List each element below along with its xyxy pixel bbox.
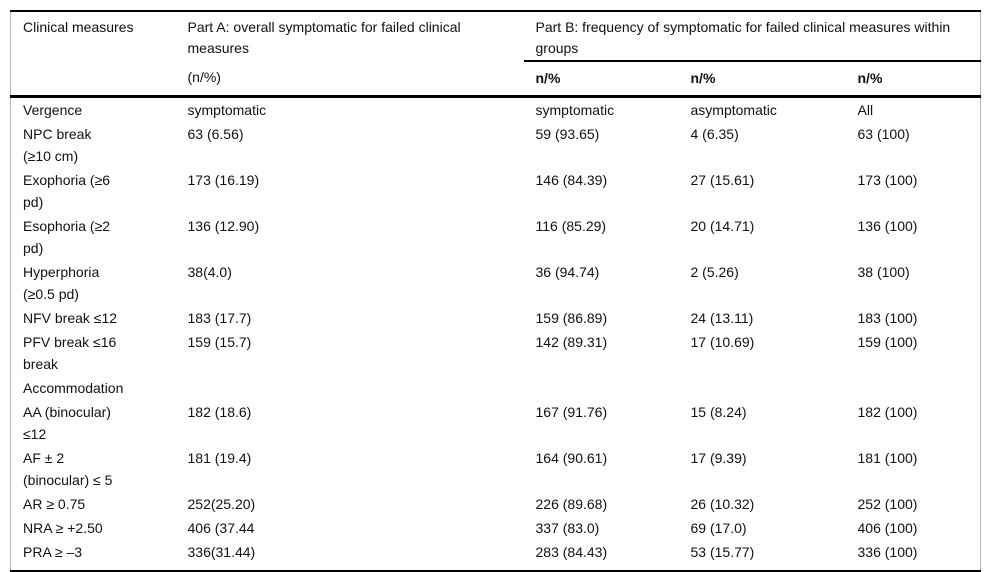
part-b-symptomatic-cell: symptomatic [535,102,615,118]
part-b-subheader-asymptomatic: n/% [678,61,846,98]
part-b-asymptomatic-cell: 17 (9.39) [690,450,747,466]
clinical-measures-table-container: Clinical measures Part A: overall sympto… [10,10,981,572]
table-row-aa-binocular: AA (binocular) ≤12 182 (18.6) 167 (91.76… [11,400,981,446]
part-b-symptomatic-cell: 142 (89.31) [535,334,608,350]
part-b-symptomatic-cell: 226 (89.68) [535,496,608,512]
part-a-value-cell: 336(31.44) [187,544,256,560]
part-b-asymptomatic-cell: 24 (13.11) [690,310,754,326]
part-b-all-cell: 336 (100) [857,544,918,560]
measure-cell: AF ± 2 (binocular) ≤ 5 [23,450,113,488]
part-b-asymptomatic-cell: 53 (15.77) [690,544,755,560]
part-b-symptomatic-cell: 146 (84.39) [535,172,608,188]
part-b-all-cell: 182 (100) [857,404,918,420]
measure-cell: Esophoria (≥2 pd) [23,218,111,256]
table-row-esophoria: Esophoria (≥2 pd) 136 (12.90) 116 (85.29… [11,214,981,260]
part-b-asymptomatic-cell: 26 (10.32) [690,496,755,512]
measure-cell: Vergence [23,102,83,118]
part-b-all-cell: 252 (100) [857,496,918,512]
part-b-all-cell: 406 (100) [857,520,918,536]
table-row-exophoria: Exophoria (≥6 pd) 173 (16.19) 146 (84.39… [11,168,981,214]
part-b-asymptomatic-cell: 69 (17.0) [690,520,747,536]
header-sub-row: (n/%) n/% n/% n/% [11,61,981,98]
part-b-symptomatic-cell: 167 (91.76) [535,404,608,420]
part-b-asymptomatic-cell: 27 (15.61) [690,172,755,188]
part-b-asymptomatic-cell: 17 (10.69) [690,334,755,350]
part-b-header: Part B: frequency of symptomatic for fai… [523,11,981,62]
part-b-asymptomatic-cell: asymptomatic [690,102,777,118]
table-row-ar: AR ≥ 0.75 252(25.20) 226 (89.68) 26 (10.… [11,492,981,516]
part-b-all-cell: 183 (100) [857,310,918,326]
part-b-all-cell: 181 (100) [857,450,918,466]
part-a-header: Part A: overall symptomatic for failed c… [187,19,461,56]
part-b-all-cell [846,376,981,400]
part-b-symptomatic-cell: 283 (84.43) [535,544,608,560]
table-row-vergence: Vergence symptomatic symptomatic asympto… [11,97,981,123]
part-a-value-cell: 181 (19.4) [187,450,252,466]
header-group-row: Clinical measures Part A: overall sympto… [10,11,981,98]
measure-cell: NPC break (≥10 cm) [23,126,92,164]
measure-cell: Hyperphoria (≥0.5 pd) [23,264,100,302]
table-row-pfv-break: PFV break ≤16 break 159 (15.7) 142 (89.3… [11,330,981,376]
measure-cell: NFV break ≤12 [23,310,118,326]
table-row-accommodation-section: Accommodation [11,376,981,400]
part-b-asymptomatic-cell: 20 (14.71) [690,218,755,234]
table-row-af-binocular: AF ± 2 (binocular) ≤ 5 181 (19.4) 164 (9… [11,446,981,492]
part-a-value-cell: 252(25.20) [187,496,256,512]
part-b-all-cell: 63 (100) [857,126,910,142]
part-b-symptomatic-cell: 337 (83.0) [535,520,600,536]
part-b-subheader-all: n/% [845,61,981,98]
measure-cell: Exophoria (≥6 pd) [23,172,111,210]
part-b-symptomatic-cell: 59 (93.65) [535,126,600,142]
measure-cell: PFV break ≤16 break [23,334,117,372]
part-a-value-cell: 38(4.0) [187,264,232,280]
table-row-npc-break: NPC break (≥10 cm) 63 (6.56) 59 (93.65) … [11,122,981,168]
measure-cell: AR ≥ 0.75 [23,496,86,512]
table-row-nra: NRA ≥ +2.50 406 (37.44 337 (83.0) 69 (17… [11,516,981,540]
part-b-all-cell: All [857,102,874,118]
measure-cell: AA (binocular) ≤12 [23,404,111,442]
measure-cell: PRA ≥ –3 [23,544,83,560]
part-a-subheader: (n/%) [175,61,524,98]
part-a-value-cell: 183 (17.7) [187,310,252,326]
clinical-measures-table: Clinical measures Part A: overall sympto… [10,10,981,572]
part-b-all-cell: 38 (100) [857,264,910,280]
part-a-value-cell: 63 (6.56) [187,126,244,142]
table-row-nfv-break: NFV break ≤12 183 (17.7) 159 (86.89) 24 … [11,306,981,330]
part-b-symptomatic-cell: 164 (90.61) [535,450,608,466]
part-b-all-cell: 136 (100) [857,218,918,234]
clinical-measures-header: Clinical measures [10,11,176,98]
part-a-value-cell: 159 (15.7) [187,334,252,350]
measure-cell: NRA ≥ +2.50 [23,520,103,536]
part-a-value-cell: 173 (16.19) [187,172,260,188]
part-a-value-cell [176,376,524,400]
part-b-asymptomatic-cell: 2 (5.26) [690,264,739,280]
part-b-all-cell: 173 (100) [857,172,918,188]
part-b-asymptomatic-cell [679,376,846,400]
table-row-hyperphoria: Hyperphoria (≥0.5 pd) 38(4.0) 36 (94.74)… [11,260,981,306]
part-b-symptomatic-cell: 116 (85.29) [535,218,607,234]
table-row-pra: PRA ≥ –3 336(31.44) 283 (84.43) 53 (15.7… [11,540,981,571]
part-b-symptomatic-cell: 36 (94.74) [535,264,600,280]
part-b-symptomatic-cell: 159 (86.89) [535,310,608,326]
part-b-all-cell: 159 (100) [857,334,918,350]
part-b-asymptomatic-cell: 15 (8.24) [690,404,747,420]
part-a-value-cell: 182 (18.6) [187,404,252,420]
part-b-asymptomatic-cell: 4 (6.35) [690,126,739,142]
part-a-value-cell: symptomatic [187,102,267,118]
part-a-value-cell: 136 (12.90) [187,218,260,234]
part-b-symptomatic-cell [524,376,679,400]
section-label-cell: Accommodation [23,380,124,396]
part-b-subheader-symptomatic: n/% [523,61,679,98]
part-a-value-cell: 406 (37.44 [187,520,255,536]
